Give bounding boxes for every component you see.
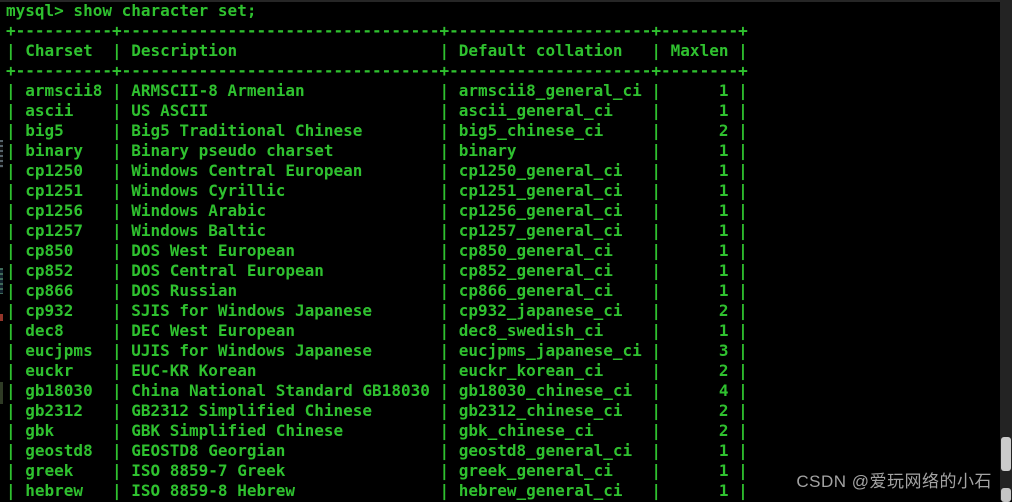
terminal-output: mysql> show character set; +----------+-… xyxy=(6,1,748,500)
watermark: CSDN @爱玩网络的小石 xyxy=(796,472,992,491)
scrollbar-thumb[interactable] xyxy=(1001,437,1011,471)
window-top-edge xyxy=(0,0,1012,2)
background-window-artifact xyxy=(0,314,3,321)
background-window-artifact xyxy=(0,268,3,294)
background-window-artifact xyxy=(0,140,3,168)
scrollbar-track[interactable] xyxy=(1000,0,1012,502)
scrollbar-down-button[interactable] xyxy=(1001,488,1011,502)
background-window-artifact xyxy=(0,382,3,404)
